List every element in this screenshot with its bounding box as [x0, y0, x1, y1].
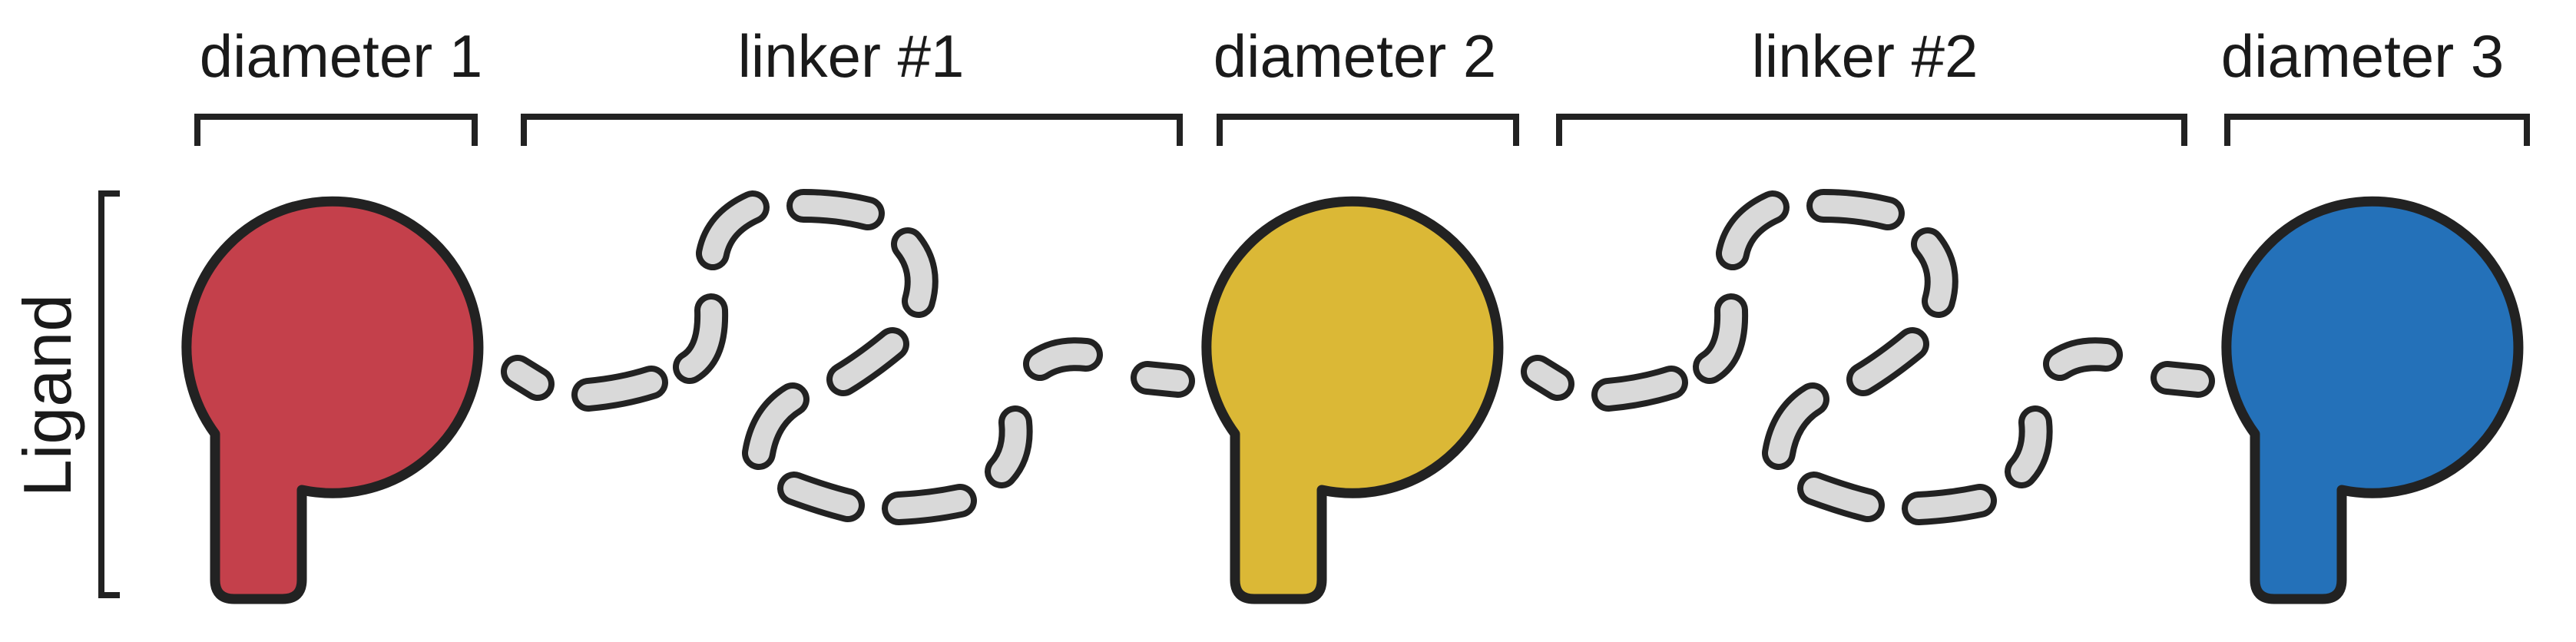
linker-bead: [783, 478, 859, 516]
diameter-3-label: diameter 3: [2221, 22, 2505, 90]
linker-2-bracket: [1556, 114, 2187, 146]
linker-bead: [888, 490, 971, 519]
linker-bead: [833, 333, 903, 390]
linker-bead: [1908, 490, 1991, 519]
linker-bead: [1813, 195, 1899, 224]
linker-bead: [1598, 372, 1682, 405]
linker-bead: [991, 412, 1027, 482]
ligand-label: Ligand: [9, 294, 85, 497]
linker-bead: [793, 195, 879, 224]
diameter-1-label: diameter 1: [200, 22, 483, 90]
diameter-2-label: diameter 2: [1214, 22, 1497, 90]
linker-bead: [1699, 299, 1743, 378]
diameter-2-bead: [1201, 196, 1504, 604]
linker-bead: [1768, 389, 1823, 464]
linker-bead: [748, 389, 803, 464]
linker-bead: [702, 197, 763, 264]
linker-bead: [1803, 478, 1879, 516]
linker-2: [1521, 189, 2215, 525]
linker-bead: [2049, 343, 2117, 375]
linker-1-label: linker #1: [738, 22, 965, 90]
linker-bead: [1029, 343, 1097, 375]
linker-bead: [578, 372, 662, 405]
linker-bead: [1853, 333, 1923, 390]
linker-bead: [1917, 233, 1952, 312]
diameter-1-bead: [181, 196, 484, 604]
diameter-3-bead: [2221, 196, 2524, 604]
diameter-2-bracket: [1217, 114, 1519, 146]
diameter-1-bracket: [194, 114, 478, 146]
linker-bead: [2011, 412, 2047, 482]
diameter-3-bracket: [2224, 114, 2530, 146]
linker-bead: [2157, 367, 2209, 392]
linker-bead: [1722, 197, 1783, 264]
linker-bead: [897, 233, 932, 312]
linker-bead: [1137, 367, 1189, 392]
linker-bead: [679, 299, 723, 378]
linker-1-bracket: [521, 114, 1183, 146]
linker-2-label: linker #2: [1752, 22, 1978, 90]
linker-bead: [507, 361, 548, 395]
linker-bead: [1527, 361, 1568, 395]
ligand-bracket: [98, 190, 120, 598]
linker-1: [501, 189, 1195, 525]
